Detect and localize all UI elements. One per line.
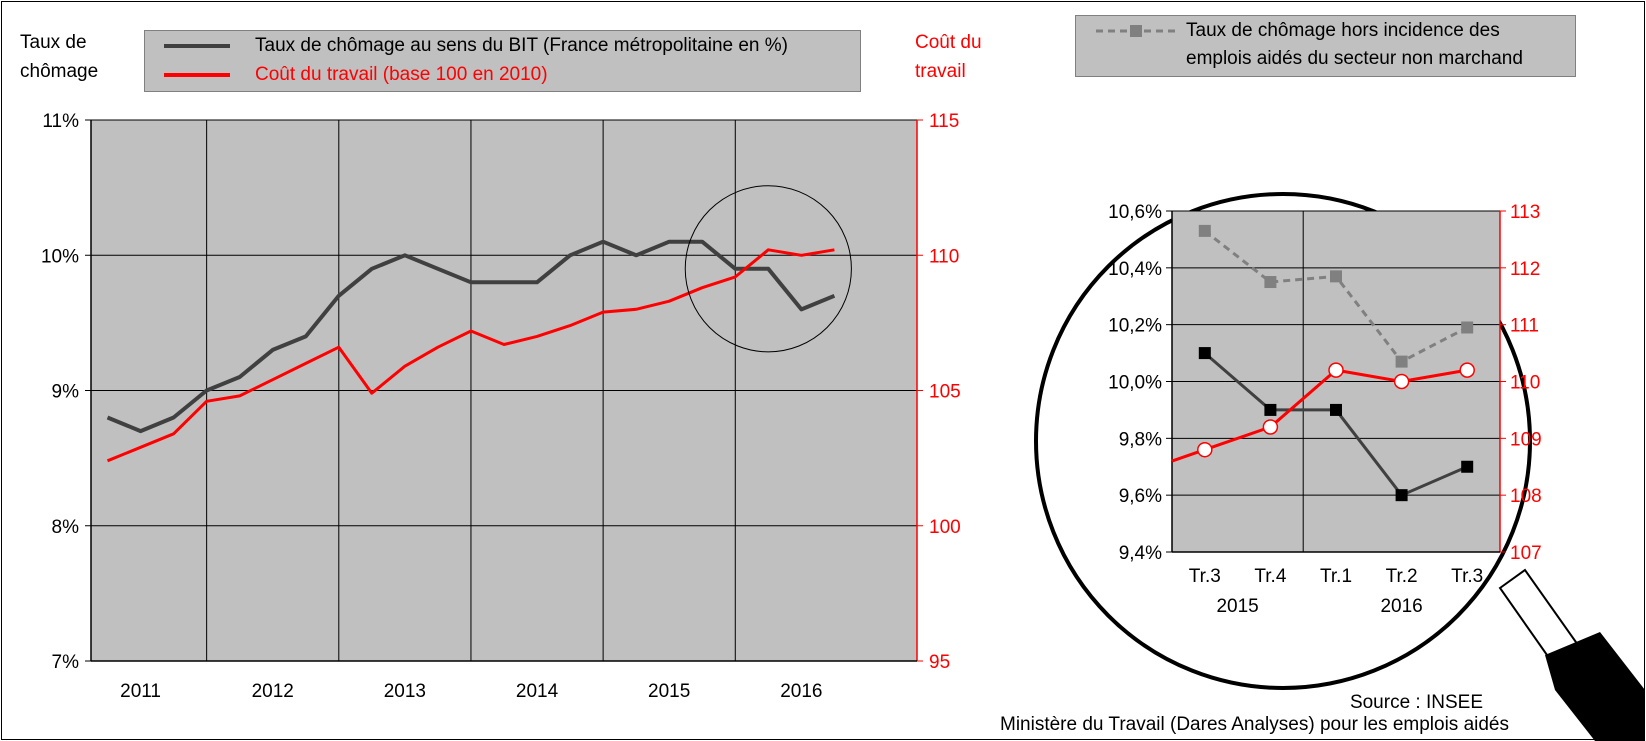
- zoom-right-tick-label: 108: [1510, 486, 1542, 507]
- legend-unemployment-label: Taux de chômage au sens du BIT (France m…: [255, 35, 788, 56]
- right-axis-title-line2: travail: [915, 61, 966, 82]
- left-axis-title: Taux de chômage: [20, 28, 98, 86]
- zoom-right-tick-label: 112: [1510, 259, 1540, 280]
- zoom-right-tick-label: 111: [1510, 316, 1539, 337]
- zoom-plot: 9,4% 9,6% 9,8% 10,0% 10,2% 10,4% 10,6% 107 108 10…: [1108, 202, 1542, 617]
- zoom-legend: Taux de chômage hors incidence des emplo…: [1075, 15, 1576, 77]
- magnifier-handle-icon: [1498, 568, 1645, 741]
- left-axis-title-line1: Taux de: [20, 32, 87, 53]
- zoom-left-tick-label: 10,6%: [1108, 202, 1162, 223]
- x-year-label: 2013: [384, 681, 426, 702]
- zoom-right-tick-label: 113: [1510, 202, 1540, 223]
- right-axis-title-line1: Coût du: [915, 32, 982, 53]
- legend-hors-incidence-label: Taux de chômage hors incidence des emplo…: [1186, 20, 1523, 69]
- right-tick-label: 115: [929, 111, 959, 132]
- zoom-labour-cost-point: [1197, 441, 1213, 458]
- zoom-right-tick-label: 110: [1510, 373, 1540, 394]
- left-tick-label: 11%: [42, 111, 79, 132]
- x-year-label: 2014: [516, 681, 559, 702]
- right-axis-title: Coût du travail: [915, 28, 982, 86]
- zoom-left-tick-label: 9,8%: [1119, 429, 1162, 450]
- labour-cost-line: [106, 248, 835, 463]
- zoom-hors-incidence-point: [1461, 321, 1474, 334]
- right-tick-label: 95: [929, 652, 950, 673]
- zoom-left-tick-label: 10,2%: [1108, 316, 1162, 337]
- x-year-label: 2015: [648, 681, 690, 702]
- zoom-hors-incidence-point: [1264, 276, 1277, 289]
- zoom-unemployment-point: [1330, 403, 1342, 416]
- unemployment-line: [106, 239, 836, 434]
- left-tick-label: 8%: [52, 517, 80, 538]
- zoom-left-tick-label: 10,4%: [1108, 259, 1162, 280]
- zoom-right-tick-label: 107: [1510, 543, 1542, 564]
- zoom-year-label: 2016: [1380, 596, 1422, 617]
- zoom-year-label: 2015: [1216, 596, 1258, 617]
- zoom-x-tick-label: Tr.2: [1386, 566, 1418, 587]
- zoom-hors-incidence-point: [1330, 270, 1342, 283]
- zoom-x-tick-label: Tr.3: [1189, 566, 1221, 587]
- right-tick-label: 110: [929, 246, 959, 267]
- zoom-labour-cost-point: [1262, 419, 1279, 435]
- legend-hors-incidence-marker: [1130, 25, 1142, 37]
- x-year-label: 2016: [780, 681, 822, 702]
- zoom-left-tick-label: 9,4%: [1119, 543, 1162, 564]
- zoom-labour-cost-point: [1328, 362, 1344, 378]
- zoom-x-tick-label: Tr.4: [1254, 566, 1286, 587]
- x-year-label: 2011: [120, 681, 161, 702]
- zoom-highlight-circle: [684, 185, 852, 353]
- zoom-unemployment-point: [1461, 460, 1474, 473]
- right-tick-label: 100: [929, 517, 961, 538]
- left-tick-label: 7%: [52, 652, 80, 673]
- source-line-1: Source : INSEE: [1349, 692, 1483, 713]
- source-line-2: Ministère du Travail (Dares Analyses) po…: [1000, 714, 1509, 735]
- legend-labour-cost-label: Coût du travail (base 100 en 2010): [255, 64, 548, 85]
- zoom-labour-cost-point: [1459, 362, 1475, 378]
- zoom-unemployment-point: [1198, 347, 1211, 360]
- left-axis-title-line2: chômage: [20, 61, 99, 82]
- zoom-right-tick-label: 109: [1510, 429, 1542, 450]
- zoom-hors-incidence-point: [1198, 224, 1211, 237]
- right-tick-label: 105: [929, 382, 961, 403]
- x-year-label: 2012: [252, 681, 294, 702]
- main-legend: Taux de chômage au sens du BIT (France m…: [144, 30, 861, 92]
- zoom-unemployment-point: [1395, 489, 1408, 502]
- left-tick-label: 10%: [41, 246, 79, 267]
- zoom-left-tick-label: 10,0%: [1108, 373, 1162, 394]
- zoom-x-tick-label: Tr.1: [1320, 566, 1352, 587]
- zoom-labour-cost-point: [1393, 373, 1410, 390]
- left-tick-label: 9%: [52, 382, 80, 403]
- main-plot: 7% 8% 9% 10% 11% 95 100 105 110 115 2011 2012 2013 20…: [41, 111, 961, 702]
- zoom-left-tick-label: 9,6%: [1119, 486, 1162, 507]
- zoom-hors-incidence-point: [1395, 355, 1408, 368]
- zoom-x-tick-label: Tr.3: [1451, 566, 1483, 587]
- zoom-unemployment-point: [1264, 403, 1277, 416]
